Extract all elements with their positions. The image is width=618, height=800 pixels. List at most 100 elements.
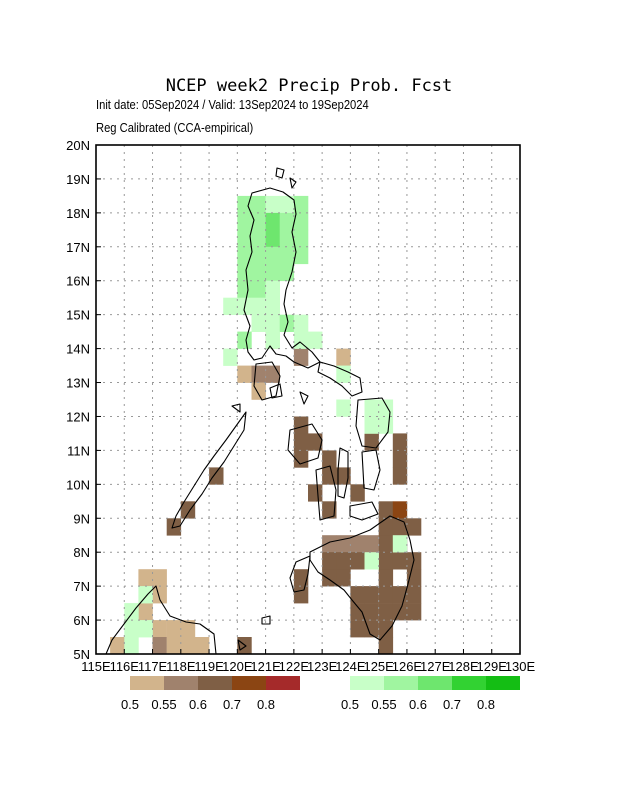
below-normal-cell bbox=[378, 603, 394, 621]
below-normal-cell bbox=[209, 467, 224, 485]
above-normal-cell bbox=[279, 229, 295, 248]
legend-above-swatch bbox=[418, 676, 452, 690]
y-tick-label: 10N bbox=[66, 477, 90, 492]
above-normal-cell bbox=[251, 280, 266, 298]
above-normal-cell bbox=[293, 195, 309, 214]
above-normal-cell bbox=[237, 331, 252, 349]
below-normal-cell bbox=[180, 620, 196, 638]
legend-below-label: 0.55 bbox=[151, 697, 176, 712]
below-normal-cell bbox=[152, 620, 167, 638]
below-normal-cell bbox=[152, 637, 167, 655]
above-normal-cell bbox=[138, 620, 153, 638]
y-tick-label: 6N bbox=[73, 613, 90, 628]
above-normal-cell bbox=[279, 246, 295, 265]
x-tick-label: 119E bbox=[194, 659, 224, 674]
legend-below-swatch bbox=[130, 676, 164, 690]
below-normal-cell bbox=[336, 348, 351, 366]
legend-below-label: 0.8 bbox=[257, 697, 275, 712]
above-normal-cell bbox=[364, 552, 379, 570]
legend-below-label: 0.7 bbox=[223, 697, 241, 712]
above-normal-cell bbox=[265, 263, 280, 282]
above-normal-cell bbox=[279, 314, 295, 332]
above-normal-cell bbox=[124, 620, 139, 638]
legend-below-label: 0.5 bbox=[121, 697, 139, 712]
coastline bbox=[105, 167, 415, 655]
below-normal-cell bbox=[378, 501, 394, 519]
above-normal-cell bbox=[265, 297, 280, 315]
x-tick-label: 126E bbox=[392, 659, 423, 674]
map-frame bbox=[95, 144, 521, 655]
map-subtitle-method: Reg Calibrated (CCA-empirical) bbox=[96, 120, 254, 135]
above-normal-cell bbox=[336, 365, 351, 383]
below-normal-cell bbox=[406, 518, 422, 536]
below-normal-cell bbox=[406, 586, 422, 604]
below-normal-cell bbox=[364, 433, 379, 451]
y-tick-label: 17N bbox=[66, 240, 90, 255]
y-tick-label: 11N bbox=[67, 443, 90, 458]
above-normal-cell bbox=[392, 535, 408, 553]
above-normal-cell bbox=[265, 280, 280, 298]
x-tick-label: 124E bbox=[335, 659, 366, 674]
above-normal-cell bbox=[223, 348, 238, 366]
y-tick-label: 15N bbox=[66, 308, 90, 323]
above-normal-cell bbox=[124, 603, 139, 621]
above-normal-cell bbox=[237, 212, 252, 231]
legend-above-label: 0.6 bbox=[409, 697, 427, 712]
above-normal-cell bbox=[364, 416, 379, 434]
below-normal-cell bbox=[180, 637, 196, 655]
x-tick-label: 115E bbox=[81, 659, 111, 674]
above-normal-cell bbox=[265, 212, 280, 231]
legend-below-swatch bbox=[198, 676, 232, 690]
x-tick-label: 116E bbox=[110, 659, 140, 674]
legend-above-swatch bbox=[350, 676, 384, 690]
above-normal-cell bbox=[223, 297, 238, 315]
below-normal-cell bbox=[251, 365, 266, 383]
below-normal-cell bbox=[322, 450, 337, 468]
above-normal-cell bbox=[251, 314, 266, 332]
above-normal-cell bbox=[265, 195, 280, 214]
below-normal-cell bbox=[293, 433, 309, 451]
below-normal-cell bbox=[350, 620, 365, 638]
below-normal-cell bbox=[180, 501, 196, 519]
legend-above-label: 0.7 bbox=[443, 697, 461, 712]
below-normal-cell bbox=[364, 535, 379, 553]
below-normal-cell bbox=[152, 586, 167, 604]
below-normal-cell bbox=[350, 603, 365, 621]
below-normal-cell bbox=[308, 484, 323, 502]
legend-above-swatch bbox=[486, 676, 520, 690]
below-normal-cell bbox=[322, 552, 337, 570]
below-normal-cell bbox=[364, 620, 379, 638]
x-tick-label: 120E bbox=[222, 659, 253, 674]
below-normal-cell bbox=[293, 586, 309, 604]
x-tick-label: 117E bbox=[138, 659, 168, 674]
above-normal-cell bbox=[251, 297, 266, 315]
legend-below-label: 0.6 bbox=[189, 697, 207, 712]
below-normal-cell bbox=[293, 569, 309, 587]
x-tick-label: 122E bbox=[279, 659, 310, 674]
above-normal-cell bbox=[279, 195, 295, 214]
x-tick-label: 118E bbox=[166, 659, 196, 674]
y-tick-label: 5N bbox=[73, 647, 90, 662]
x-tick-label: 121E bbox=[250, 659, 281, 674]
above-normal-cell bbox=[237, 263, 252, 282]
y-tick-label: 9N bbox=[73, 511, 90, 526]
above-normal-cell bbox=[293, 212, 309, 231]
below-normal-cell bbox=[336, 552, 351, 570]
below-normal-cell bbox=[392, 467, 408, 485]
above-normal-cell bbox=[265, 314, 280, 332]
below-normal-cell bbox=[293, 348, 309, 366]
below-normal-cell bbox=[265, 365, 280, 383]
below-normal-cell bbox=[378, 518, 394, 536]
above-normal-cell bbox=[251, 263, 266, 282]
above-normal-cell bbox=[251, 246, 266, 265]
y-tick-label: 16N bbox=[66, 274, 90, 289]
above-normal-cell bbox=[237, 229, 252, 248]
y-tick-label: 13N bbox=[66, 376, 90, 391]
above-normal-cell bbox=[251, 195, 266, 214]
legend-above-swatch bbox=[452, 676, 486, 690]
below-normal-cell bbox=[166, 518, 182, 536]
y-tick-label: 18N bbox=[66, 206, 90, 221]
below-normal-cell bbox=[336, 569, 351, 587]
below-normal-cell bbox=[110, 637, 125, 655]
